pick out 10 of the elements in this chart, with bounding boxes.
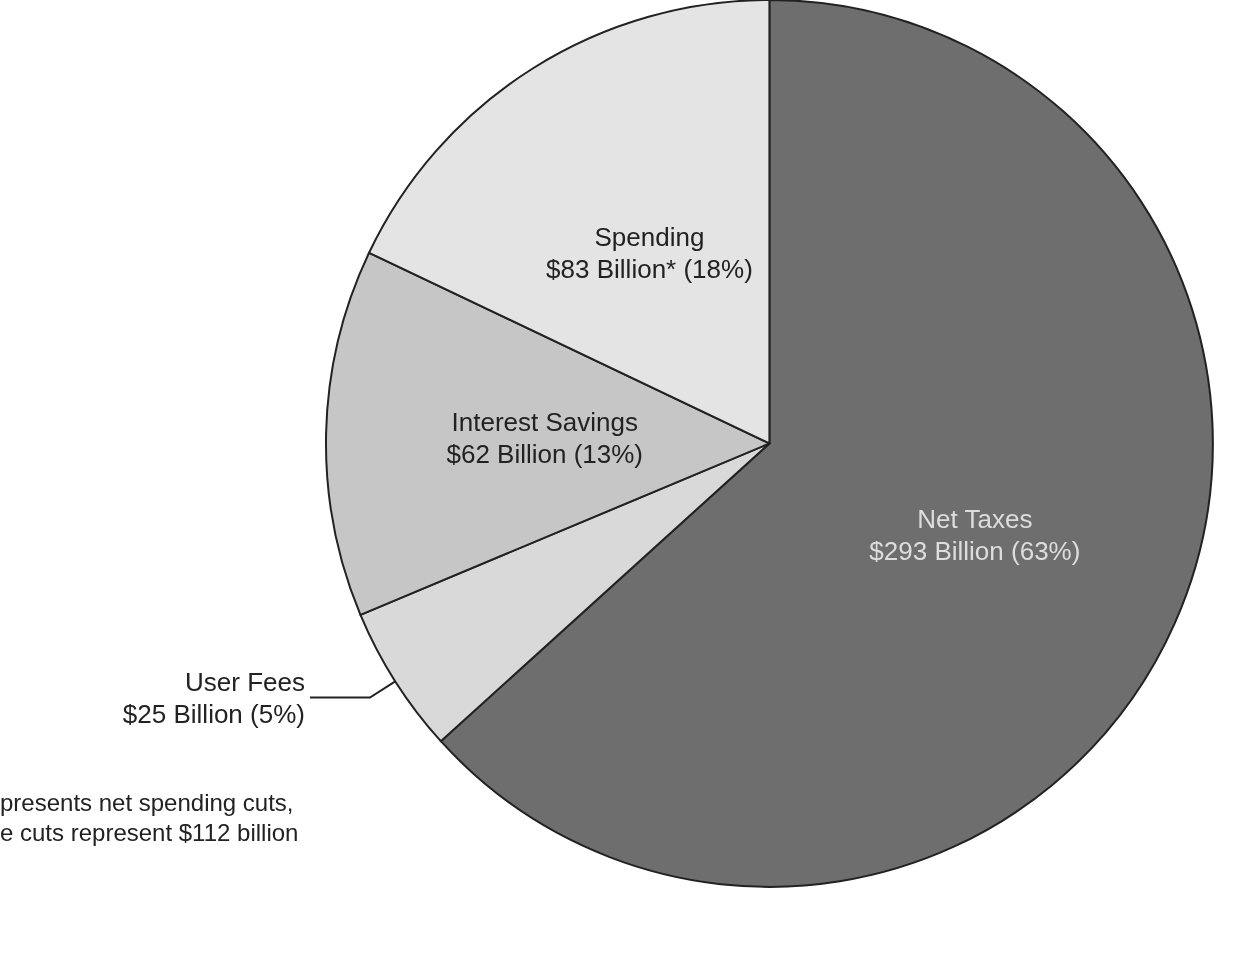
slice-label: User Fees [185,666,305,697]
slice-label: Net Taxes [917,503,1033,534]
slice-label: Spending [594,222,705,253]
data-label: $293 Billion (63%) [869,535,1081,566]
text: presents net spending cuts, [0,788,294,816]
slice-label: Interest Savings [451,407,638,438]
data-label: $25 Billion (5%) [122,698,305,729]
data-label: $62 Billion (13%) [446,439,644,470]
text: e cuts represent $112 billion [0,818,299,846]
data-label: $83 Billion* (18%) [546,254,753,285]
